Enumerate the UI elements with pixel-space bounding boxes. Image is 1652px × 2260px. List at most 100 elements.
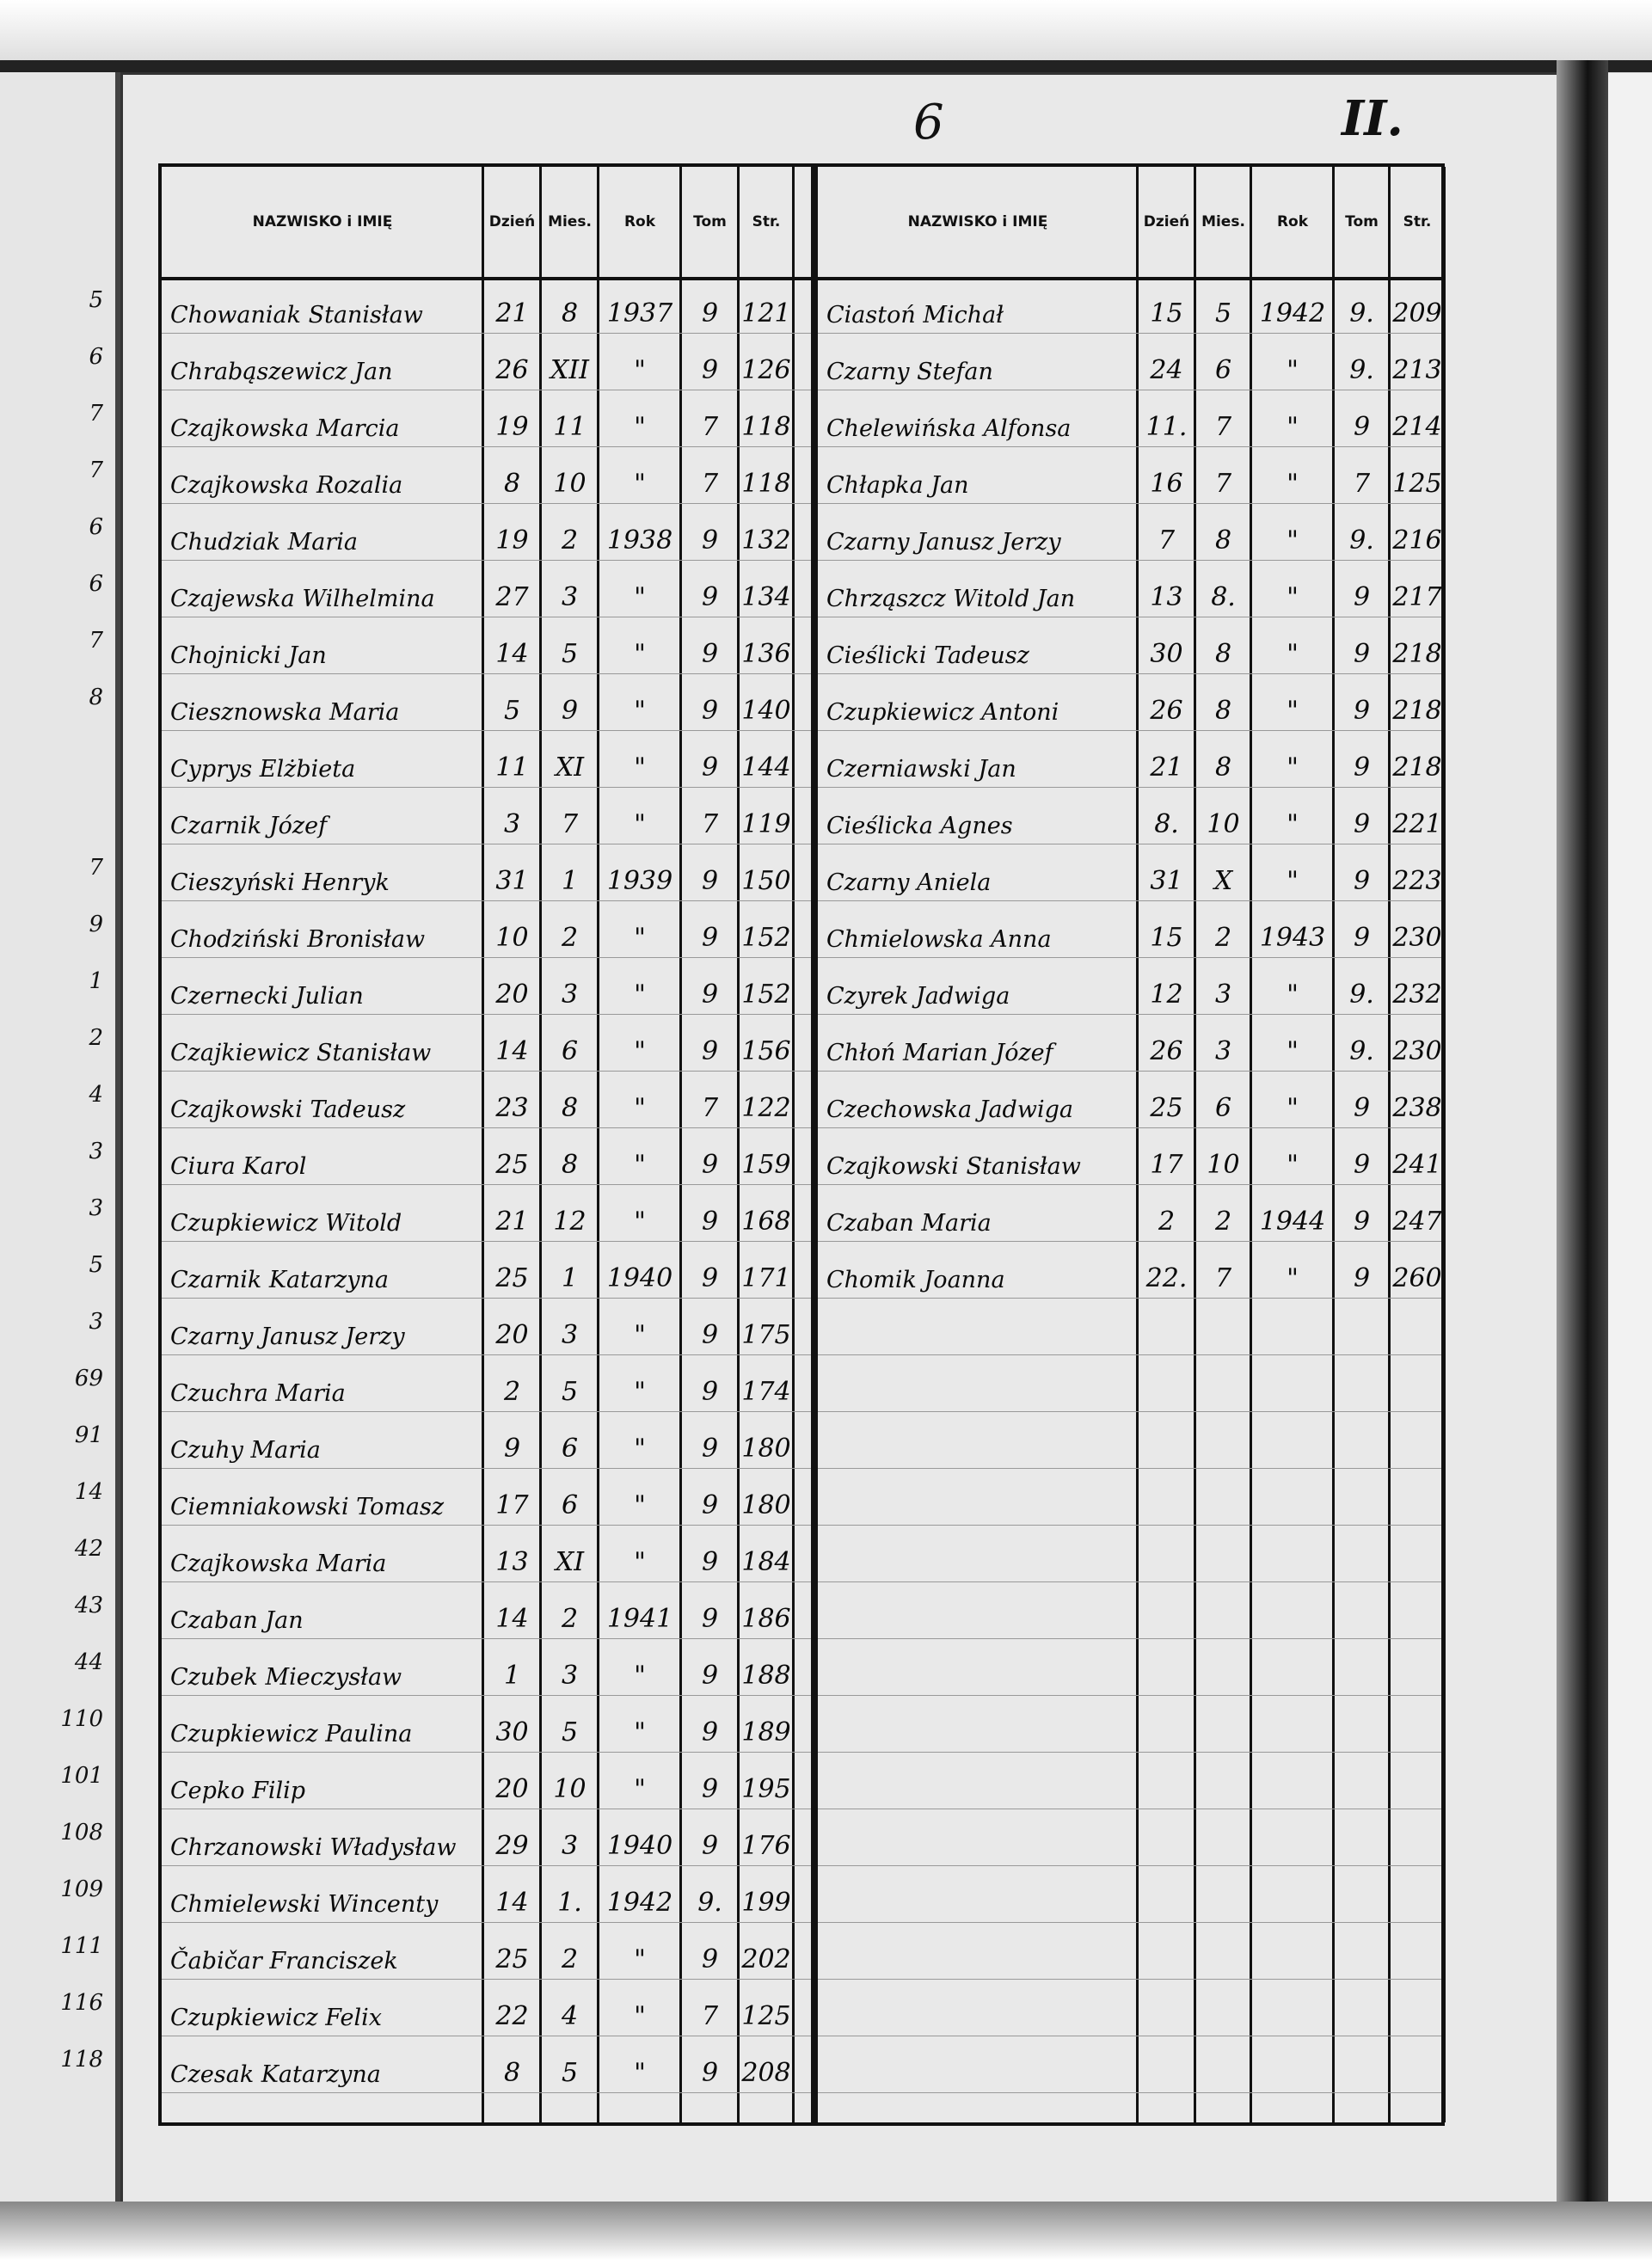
column-header-volume: Tom — [1345, 213, 1379, 230]
cell-year: " — [1287, 1093, 1299, 1123]
table-row: Chudziak Maria 19 2 1938 9 132 — [162, 504, 811, 561]
table-row: Chelewińska Alfonsa 11. 7 " 9 214 — [818, 390, 1442, 447]
cell-day: 27 — [495, 582, 529, 612]
cell-page: 214 — [1392, 412, 1442, 442]
cell-day: 3 — [503, 809, 521, 839]
cell-name: Chudziak Maria — [170, 529, 359, 556]
cell-page: 247 — [1392, 1207, 1442, 1237]
cell-volume: 9 — [701, 298, 719, 329]
cell-day: 23 — [495, 1093, 529, 1123]
fragment-page-ref: 7 — [89, 855, 103, 881]
fragment-page-ref: 101 — [60, 1763, 103, 1789]
cell-month: 8 — [1214, 696, 1232, 726]
cell-day: 14 — [495, 1036, 529, 1066]
cell-page: 180 — [741, 1434, 791, 1464]
cell-name: Czajkowski Stanisław — [826, 1153, 1081, 1180]
cell-page: 217 — [1392, 582, 1442, 612]
cell-month: 5 — [561, 2058, 579, 2088]
fragment-page-ref: 110 — [60, 1706, 103, 1732]
cell-page: 184 — [741, 1547, 791, 1577]
register-page — [120, 72, 1562, 2210]
cell-name: Chmielewski Wincenty — [170, 1891, 439, 1918]
cell-month: 2 — [1214, 1207, 1232, 1237]
cell-day: 29 — [495, 1831, 529, 1861]
cell-year: " — [1287, 582, 1299, 612]
cell-volume: 9 — [1353, 1263, 1371, 1293]
table-row: Czubek Mieczysław 1 3 " 9 188 — [162, 1639, 811, 1696]
cell-name: Czechowska Jadwiga — [826, 1096, 1073, 1123]
fragment-page-ref: 5 — [89, 287, 103, 313]
cell-volume: 9 — [701, 1320, 719, 1350]
cell-month: 1 — [561, 1263, 579, 1293]
column-header-name: NAZWISKO i IMIĘ — [252, 213, 393, 230]
cell-day: 8. — [1154, 809, 1179, 839]
column-divider — [737, 167, 740, 2122]
previous-page-fragment: 5 6 7 7 6 6 7 8 7 9 1 2 4 3 3 5 3 69 91 14 42 43 44 110 101 108 10… — [0, 72, 120, 2222]
cell-month: 7 — [1214, 1263, 1232, 1293]
cell-page: 118 — [741, 469, 791, 499]
table-row: Czarny Janusz Jerzy 20 3 " 9 175 — [162, 1299, 811, 1355]
cell-day: 14 — [495, 1888, 529, 1918]
cell-page: 152 — [741, 980, 791, 1010]
cell-day: 21 — [495, 1207, 529, 1237]
column-header-page: Str. — [752, 213, 781, 230]
fragment-page-ref: 111 — [60, 1933, 103, 1959]
cell-month: 3 — [561, 1661, 579, 1691]
cell-volume: 9 — [1353, 866, 1371, 896]
column-divider — [482, 167, 484, 2122]
cell-year: " — [1287, 1036, 1299, 1066]
cell-month: XI — [555, 1547, 585, 1577]
table-row: Cieślicki Tadeusz 30 8 " 9 218 — [818, 617, 1442, 674]
cell-volume: 9 — [701, 1774, 719, 1804]
cell-month: 8. — [1211, 582, 1236, 612]
cell-month: 11 — [553, 412, 586, 442]
empty-row — [818, 1753, 1441, 1809]
cell-day: 13 — [1150, 582, 1183, 612]
cell-day: 15 — [1150, 298, 1183, 329]
fragment-page-ref: 14 — [74, 1479, 103, 1505]
cell-year: 1937 — [606, 298, 673, 329]
cell-page: 209 — [1392, 298, 1442, 329]
cell-month: 3 — [1214, 980, 1232, 1010]
table-row: Czupkiewicz Antoni 26 8 " 9 218 — [818, 674, 1442, 731]
cell-volume: 9 — [701, 1150, 719, 1180]
cell-day: 26 — [495, 355, 529, 385]
cell-name: Czarny Aniela — [826, 869, 992, 896]
table-row: Cieszyński Henryk 31 1 1939 9 150 — [162, 844, 811, 901]
cell-year: " — [634, 1774, 646, 1804]
table-row: Czajkowska Marcia 19 11 " 7 118 — [162, 390, 811, 447]
cell-year: " — [634, 2058, 646, 2088]
cell-month: 7 — [1214, 412, 1232, 442]
cell-volume: 9 — [1353, 923, 1371, 953]
cell-year: " — [634, 696, 646, 726]
cell-page: 202 — [741, 1944, 791, 1974]
table-row: Chrzanowski Władysław 29 3 1940 9 176 — [162, 1809, 811, 1866]
cell-month: 2 — [561, 923, 579, 953]
cell-name: Chłapka Jan — [826, 472, 969, 499]
cell-name: Czarnik Józef — [170, 813, 328, 839]
empty-row — [818, 1469, 1441, 1526]
column-header-name: NAZWISKO i IMIĘ — [907, 213, 1048, 230]
cell-year: " — [634, 980, 646, 1010]
cell-month: 5 — [561, 639, 579, 669]
cell-year: " — [634, 2001, 646, 2031]
cell-day: 9 — [503, 1434, 521, 1464]
cell-name: Chojnicki Jan — [170, 642, 327, 669]
cell-day: 25 — [495, 1263, 529, 1293]
cell-day: 14 — [495, 639, 529, 669]
cell-year: " — [634, 412, 646, 442]
cell-month: 7 — [561, 809, 579, 839]
table-row: Czarny Janusz Jerzy 7 8 " 9. 216 — [818, 504, 1442, 561]
cell-year: " — [634, 1661, 646, 1691]
fragment-page-ref: 109 — [60, 1876, 103, 1902]
empty-row — [818, 1866, 1441, 1923]
cell-volume: 9 — [701, 1377, 719, 1407]
cell-day: 22. — [1145, 1263, 1188, 1293]
cell-month: 10 — [553, 1774, 586, 1804]
cell-name: Cyprys Elżbieta — [170, 756, 356, 783]
cell-day: 26 — [1150, 1036, 1183, 1066]
cell-page: 180 — [741, 1490, 791, 1520]
cell-year: " — [1287, 639, 1299, 669]
cell-day: 31 — [495, 866, 529, 896]
cell-month: 8 — [1214, 525, 1232, 556]
